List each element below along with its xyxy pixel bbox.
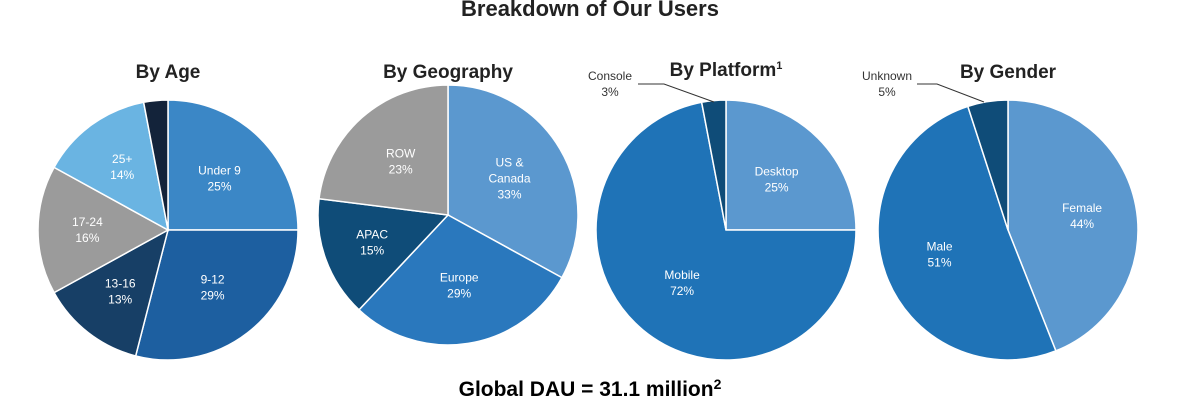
pie-slice — [53, 101, 170, 232]
pie-slice — [318, 84, 449, 216]
slice-label: 25+ — [112, 152, 132, 166]
slice-value: 29% — [201, 289, 225, 303]
callout-line — [638, 83, 715, 103]
pie-title: By Geography — [383, 62, 513, 83]
pie-chart-0: By Age Under 9 25% 9-12 29% 13-16 13% 17-24 16% 2… — [37, 62, 299, 361]
pie-chart-2: By Platform1 Desktop 25% Mobile 72% Console 3% — [588, 60, 857, 361]
pie-slice — [595, 101, 857, 361]
slice-value: 23% — [389, 162, 413, 176]
slice-label: Male — [926, 240, 952, 254]
slice-label: 9-12 — [201, 273, 225, 287]
slice-label: Unknown — [862, 69, 912, 83]
pie-chart-3: By Gender Female 44% Male 51% Unknown 5% — [862, 62, 1139, 361]
slice-value: 29% — [447, 287, 471, 301]
page-title: Breakdown of Our Users — [461, 0, 719, 21]
slice-label: 13-16 — [105, 277, 136, 291]
pie-slice — [167, 99, 299, 231]
pie-slice — [1007, 99, 1139, 352]
slice-value: 14% — [110, 168, 134, 182]
slice-value: 3% — [601, 85, 619, 99]
slice-label: Europe — [440, 271, 479, 285]
pie-slice — [317, 197, 450, 311]
pie-title: By Platform1 — [670, 60, 783, 81]
slice-value: 51% — [927, 256, 951, 270]
pie-slice — [134, 229, 299, 361]
slice-value: 44% — [1070, 217, 1094, 231]
slice-label: Desktop — [755, 164, 799, 178]
pie-slice — [877, 105, 1057, 361]
slice-label: 17-24 — [72, 215, 103, 229]
slice-value: 16% — [75, 231, 99, 245]
pie-slice — [966, 99, 1009, 231]
slice-value: 33% — [497, 188, 521, 202]
pie-slice — [725, 99, 857, 231]
pie-title: By Gender — [960, 62, 1057, 83]
slice-value: 13% — [108, 293, 132, 307]
slice-label: Under 9 — [198, 164, 241, 178]
pie-slice — [142, 99, 169, 231]
pie-title: By Age — [136, 62, 201, 83]
slice-label: Console — [588, 69, 632, 83]
pie-slice — [447, 84, 579, 279]
pie-title-footnote-marker: 1 — [776, 60, 782, 72]
slice-value: 5% — [878, 85, 896, 99]
slice-value: 25% — [207, 180, 231, 194]
slice-value: 15% — [360, 243, 384, 257]
pie-slice — [37, 166, 170, 294]
slice-label: Female — [1062, 201, 1102, 215]
footer-text: Global DAU = 31.1 million — [458, 378, 714, 401]
pie-slice — [700, 99, 727, 231]
slice-label: US & — [495, 156, 523, 170]
slice-value: 25% — [765, 180, 789, 194]
footer-footnote-marker: 2 — [713, 376, 722, 392]
slice-label: Canada — [488, 172, 530, 186]
slice-label: APAC — [356, 227, 388, 241]
pie-chart-1: By Geography US & Canada 33% Europe 29% APAC 15… — [317, 62, 579, 346]
callout-line — [917, 83, 985, 103]
slice-value: 72% — [670, 284, 694, 298]
slice-label: Mobile — [664, 268, 700, 282]
pie-slice — [53, 228, 170, 357]
global-dau-footer: Global DAU = 31.1 million2 — [0, 376, 1180, 402]
slice-label: ROW — [386, 146, 416, 160]
pie-slice — [357, 214, 563, 346]
